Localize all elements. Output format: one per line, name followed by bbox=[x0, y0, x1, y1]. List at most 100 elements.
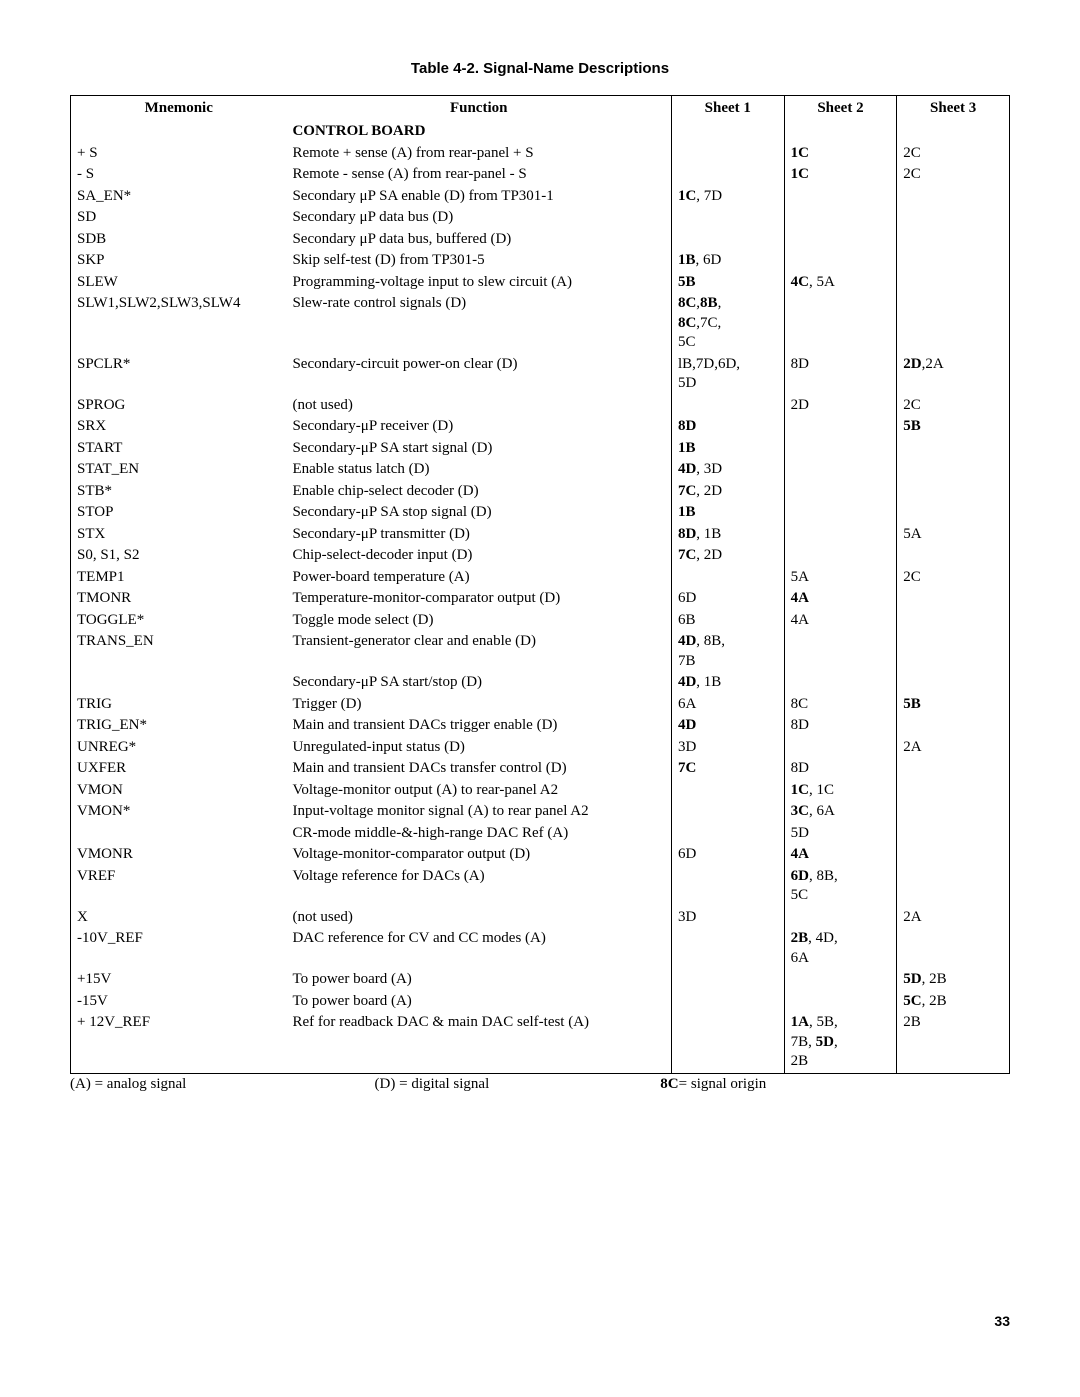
cell-sheet2 bbox=[784, 438, 897, 460]
cell-sheet3 bbox=[897, 631, 1010, 672]
cell-mnemonic: +15V bbox=[71, 969, 287, 991]
cell-sheet2 bbox=[784, 293, 897, 354]
cell-mnemonic: + S bbox=[71, 143, 287, 165]
cell-mnemonic: TRANS_EN bbox=[71, 631, 287, 672]
cell-sheet2: 5D bbox=[784, 823, 897, 845]
cell-sheet2: 8C bbox=[784, 694, 897, 716]
table-row: TMONRTemperature-monitor-comparator outp… bbox=[71, 588, 1010, 610]
cell-function: Unregulated-input status (D) bbox=[286, 737, 671, 759]
cell-function: Remote - sense (A) from rear-panel - S bbox=[286, 164, 671, 186]
cell-sheet1: 8D, 1B bbox=[671, 524, 784, 546]
cell-sheet1: 4D, 3D bbox=[671, 459, 784, 481]
cell-sheet1 bbox=[671, 207, 784, 229]
cell-sheet2: 1C bbox=[784, 164, 897, 186]
table-row: -15VTo power board (A)5C, 2B bbox=[71, 991, 1010, 1013]
cell-sheet3 bbox=[897, 588, 1010, 610]
cell-mnemonic: - S bbox=[71, 164, 287, 186]
table-row: +15VTo power board (A)5D, 2B bbox=[71, 969, 1010, 991]
section-row: CONTROL BOARD bbox=[71, 121, 1010, 143]
cell-sheet1: 6D bbox=[671, 588, 784, 610]
cell-mnemonic: UNREG* bbox=[71, 737, 287, 759]
cell-sheet3: 2C bbox=[897, 395, 1010, 417]
cell-sheet3 bbox=[897, 801, 1010, 823]
cell-sheet1 bbox=[671, 991, 784, 1013]
cell-sheet3: 5C, 2B bbox=[897, 991, 1010, 1013]
col-sheet1: Sheet 1 bbox=[671, 96, 784, 122]
cell-sheet2: 2D bbox=[784, 395, 897, 417]
table-row: SRXSecondary-μP receiver (D)8D5B bbox=[71, 416, 1010, 438]
cell-mnemonic: UXFER bbox=[71, 758, 287, 780]
cell-sheet3: 5D, 2B bbox=[897, 969, 1010, 991]
cell-sheet2 bbox=[784, 186, 897, 208]
cell-function: Secondary-circuit power-on clear (D) bbox=[286, 354, 671, 395]
cell-sheet2 bbox=[784, 481, 897, 503]
col-sheet2: Sheet 2 bbox=[784, 96, 897, 122]
cell-sheet2 bbox=[784, 207, 897, 229]
cell-sheet3 bbox=[897, 866, 1010, 907]
table-row: + SRemote + sense (A) from rear-panel + … bbox=[71, 143, 1010, 165]
cell-function: Input-voltage monitor signal (A) to rear… bbox=[286, 801, 671, 823]
cell-function: Main and transient DACs transfer control… bbox=[286, 758, 671, 780]
table-title: Table 4-2. Signal-Name Descriptions bbox=[70, 60, 1010, 77]
cell-mnemonic: TRIG_EN* bbox=[71, 715, 287, 737]
cell-sheet2 bbox=[784, 524, 897, 546]
cell-sheet3 bbox=[897, 250, 1010, 272]
cell-sheet2 bbox=[784, 416, 897, 438]
cell-sheet1: 3D bbox=[671, 737, 784, 759]
cell-mnemonic bbox=[71, 823, 287, 845]
cell-sheet2: 8D bbox=[784, 715, 897, 737]
table-row: SDBSecondary μP data bus, buffered (D) bbox=[71, 229, 1010, 251]
cell-mnemonic: SDB bbox=[71, 229, 287, 251]
cell-function: Secondary-μP SA start/stop (D) bbox=[286, 672, 671, 694]
cell-mnemonic: X bbox=[71, 907, 287, 929]
cell-sheet1 bbox=[671, 801, 784, 823]
cell-sheet3: 2A bbox=[897, 907, 1010, 929]
cell-sheet2: 4C, 5A bbox=[784, 272, 897, 294]
cell-function: Skip self-test (D) from TP301-5 bbox=[286, 250, 671, 272]
cell-function: (not used) bbox=[286, 907, 671, 929]
cell-sheet1: 1B bbox=[671, 438, 784, 460]
table-row: SKPSkip self-test (D) from TP301-51B, 6D bbox=[71, 250, 1010, 272]
cell-sheet2: 1C, 1C bbox=[784, 780, 897, 802]
cell-sheet2 bbox=[784, 459, 897, 481]
cell-function: Remote + sense (A) from rear-panel + S bbox=[286, 143, 671, 165]
cell-sheet3 bbox=[897, 186, 1010, 208]
cell-sheet1: 5B bbox=[671, 272, 784, 294]
col-mnemonic: Mnemonic bbox=[71, 96, 287, 122]
cell-sheet2 bbox=[784, 672, 897, 694]
table-row: Secondary-μP SA start/stop (D)4D, 1B bbox=[71, 672, 1010, 694]
cell-sheet3: 2C bbox=[897, 567, 1010, 589]
cell-sheet3 bbox=[897, 229, 1010, 251]
cell-function: Programming-voltage input to slew circui… bbox=[286, 272, 671, 294]
col-function: Function bbox=[286, 96, 671, 122]
table-row: TRIG_EN*Main and transient DACs trigger … bbox=[71, 715, 1010, 737]
cell-sheet2: 2B, 4D,6A bbox=[784, 928, 897, 969]
cell-mnemonic: VMON* bbox=[71, 801, 287, 823]
cell-function: To power board (A) bbox=[286, 991, 671, 1013]
cell-sheet3: 2C bbox=[897, 164, 1010, 186]
table-row: SDSecondary μP data bus (D) bbox=[71, 207, 1010, 229]
cell-mnemonic: START bbox=[71, 438, 287, 460]
table-row: TRIGTrigger (D)6A8C5B bbox=[71, 694, 1010, 716]
cell-function: Ref for readback DAC & main DAC self-tes… bbox=[286, 1012, 671, 1073]
cell-function: DAC reference for CV and CC modes (A) bbox=[286, 928, 671, 969]
table-row: STXSecondary-μP transmitter (D)8D, 1B5A bbox=[71, 524, 1010, 546]
cell-function: Enable chip-select decoder (D) bbox=[286, 481, 671, 503]
cell-mnemonic: SPROG bbox=[71, 395, 287, 417]
cell-sheet3: 5B bbox=[897, 416, 1010, 438]
cell-sheet1: 6A bbox=[671, 694, 784, 716]
cell-sheet1 bbox=[671, 866, 784, 907]
cell-sheet3 bbox=[897, 293, 1010, 354]
cell-sheet1 bbox=[671, 969, 784, 991]
table-row: CR-mode middle-&-high-range DAC Ref (A)5… bbox=[71, 823, 1010, 845]
cell-sheet3: 2D,2A bbox=[897, 354, 1010, 395]
table-row: - SRemote - sense (A) from rear-panel - … bbox=[71, 164, 1010, 186]
cell-sheet2: 6D, 8B,5C bbox=[784, 866, 897, 907]
table-row: + 12V_REFRef for readback DAC & main DAC… bbox=[71, 1012, 1010, 1073]
cell-sheet2: 4A bbox=[784, 588, 897, 610]
cell-function: Secondary-μP SA stop signal (D) bbox=[286, 502, 671, 524]
cell-sheet2: 4A bbox=[784, 844, 897, 866]
cell-sheet2 bbox=[784, 969, 897, 991]
cell-sheet2: 4A bbox=[784, 610, 897, 632]
table-row: TRANS_ENTransient-generator clear and en… bbox=[71, 631, 1010, 672]
